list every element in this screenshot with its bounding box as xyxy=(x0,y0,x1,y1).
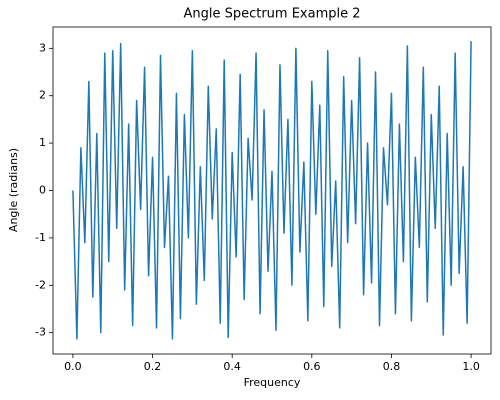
x-tick-label: 0.0 xyxy=(64,360,82,373)
y-tick-label: -1 xyxy=(35,231,46,244)
chart-title: Angle Spectrum Example 2 xyxy=(183,7,360,22)
y-tick-label: -3 xyxy=(35,326,46,339)
y-tick-label: -2 xyxy=(35,278,46,291)
y-tick-label: 2 xyxy=(39,89,46,102)
x-tick-label: 1.0 xyxy=(462,360,480,373)
y-tick-label: 3 xyxy=(39,41,46,54)
y-axis-label: Angle (radians) xyxy=(7,148,20,232)
x-tick-label: 0.6 xyxy=(303,360,321,373)
plot-frame xyxy=(52,26,492,355)
x-axis-label: Frequency xyxy=(244,376,301,389)
x-tick-label: 0.4 xyxy=(223,360,241,373)
x-tick-label: 0.8 xyxy=(383,360,401,373)
data-line xyxy=(72,41,472,340)
y-tick-label: 1 xyxy=(39,136,46,149)
y-tick-label: 0 xyxy=(39,184,46,197)
x-tick-label: 0.2 xyxy=(144,360,162,373)
